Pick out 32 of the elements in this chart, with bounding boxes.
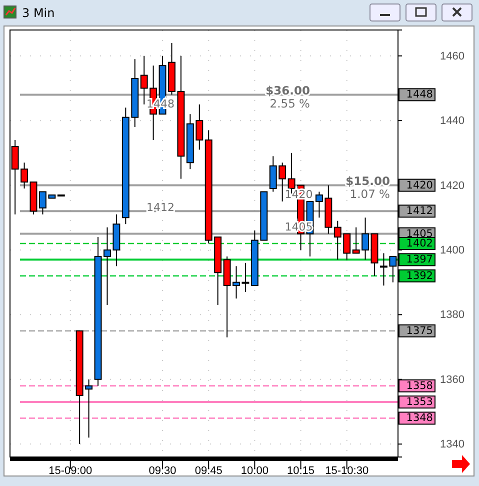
ref-line-label: 1375 <box>406 324 433 337</box>
annotation: 1412 <box>146 200 175 214</box>
y-tick-label: 1340 <box>440 438 464 451</box>
annotation: 1.07 % <box>350 187 390 202</box>
ref-line-label: 1412 <box>406 205 433 218</box>
y-tick-label: 1360 <box>440 374 464 386</box>
x-tick-label: 15-09:00 <box>48 465 92 478</box>
x-tick-label: 15-10:30 <box>325 465 369 478</box>
ref-line-label: 1402 <box>406 238 433 250</box>
ref-line-label: 1392 <box>406 270 433 282</box>
y-tick-label: 1460 <box>440 50 464 62</box>
y-tick-label: 1400 <box>440 244 464 256</box>
ref-line-label: 1353 <box>406 396 433 408</box>
ref-line-label: 1397 <box>406 254 433 266</box>
ref-line-label: 1405 <box>406 228 433 240</box>
ref-line-label: 1358 <box>406 380 433 392</box>
annotation: $15.00 <box>346 174 390 188</box>
annotation: 1448 <box>146 97 175 110</box>
ref-line-label: 1420 <box>406 179 433 192</box>
ref-line-label: 1348 <box>406 412 433 424</box>
y-tick-label: 1420 <box>440 180 464 192</box>
y-tick-label: 1440 <box>440 115 464 128</box>
ref-line-label: 1448 <box>406 88 433 101</box>
x-tick-label: 10:15 <box>287 465 315 478</box>
x-tick-label: 09:45 <box>194 465 222 478</box>
x-tick-label: 09:30 <box>148 465 176 478</box>
y-tick-label: 1380 <box>440 309 464 322</box>
annotation: 1405 <box>284 220 313 234</box>
annotation: 2.55 % <box>270 96 310 111</box>
chart-title: 3 Min <box>22 6 55 20</box>
x-tick-label: 10:00 <box>240 465 268 478</box>
annotation: $36.00 <box>266 84 310 98</box>
